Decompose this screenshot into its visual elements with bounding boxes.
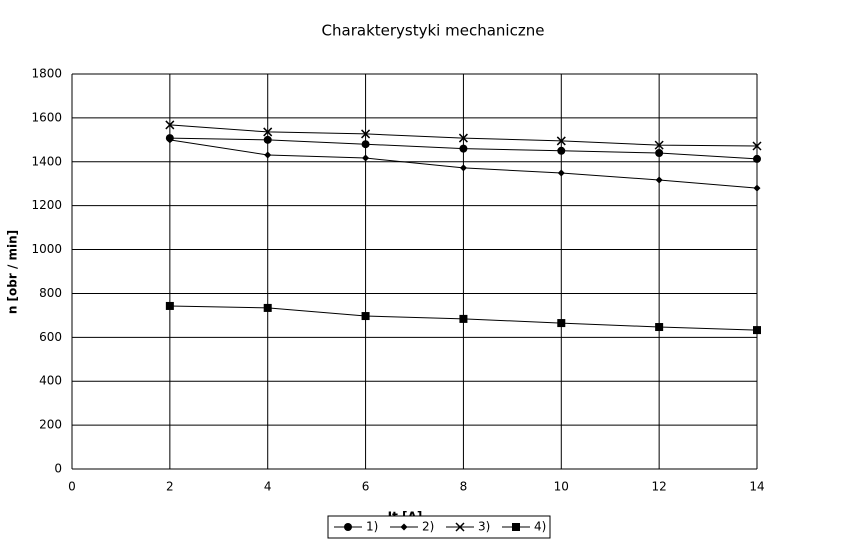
x-tick-label: 6 bbox=[362, 480, 370, 494]
marker bbox=[459, 314, 468, 323]
marker bbox=[557, 319, 566, 328]
marker bbox=[655, 323, 664, 332]
y-axis-label: n [obr / min] bbox=[6, 230, 20, 314]
x-tick-label: 10 bbox=[554, 480, 569, 494]
y-tick-label: 1000 bbox=[31, 242, 62, 256]
marker bbox=[165, 301, 174, 310]
y-tick-label: 800 bbox=[39, 286, 62, 300]
marker bbox=[362, 154, 370, 162]
x-tick-label: 0 bbox=[68, 480, 76, 494]
chart-title: Charakterystyki mechaniczne bbox=[322, 22, 545, 40]
marker bbox=[557, 169, 565, 177]
legend-label: 3) bbox=[478, 520, 490, 534]
y-tick-label: 200 bbox=[39, 418, 62, 432]
marker bbox=[263, 135, 272, 144]
marker bbox=[166, 136, 174, 144]
marker bbox=[459, 144, 468, 153]
x-tick-label: 12 bbox=[652, 480, 667, 494]
legend-label: 2) bbox=[422, 520, 434, 534]
y-tick-label: 1200 bbox=[31, 198, 62, 212]
legend-marker bbox=[455, 522, 465, 532]
marker bbox=[361, 312, 370, 321]
legend-marker bbox=[344, 523, 352, 531]
marker bbox=[165, 120, 175, 130]
marker bbox=[753, 184, 761, 192]
marker bbox=[264, 151, 272, 159]
marker bbox=[753, 154, 761, 163]
y-tick-label: 0 bbox=[54, 462, 62, 476]
y-tick-label: 1400 bbox=[31, 154, 62, 168]
y-tick-label: 600 bbox=[39, 330, 62, 344]
marker bbox=[459, 164, 467, 172]
marker bbox=[654, 140, 664, 150]
x-tick-label: 2 bbox=[166, 480, 174, 494]
marker bbox=[655, 149, 664, 157]
marker bbox=[263, 303, 272, 312]
marker bbox=[557, 146, 566, 155]
y-tick-label: 1800 bbox=[31, 67, 62, 81]
marker bbox=[753, 326, 761, 335]
marker bbox=[752, 141, 762, 151]
legend-label: 4) bbox=[534, 520, 546, 534]
x-tick-label: 4 bbox=[264, 480, 272, 494]
marker bbox=[263, 127, 273, 137]
legend-label: 1) bbox=[366, 520, 378, 534]
marker bbox=[556, 136, 566, 146]
x-tick-label: 8 bbox=[460, 480, 468, 494]
marker bbox=[458, 133, 468, 143]
y-tick-label: 400 bbox=[39, 374, 62, 388]
marker bbox=[361, 129, 371, 139]
marker bbox=[361, 140, 370, 149]
legend: 1) 2) 3) 4) bbox=[327, 515, 551, 539]
legend-marker bbox=[400, 523, 408, 531]
marker bbox=[655, 176, 663, 184]
legend-box bbox=[327, 515, 551, 539]
y-tick-label: 1600 bbox=[31, 110, 62, 124]
x-tick-label: 14 bbox=[749, 480, 764, 494]
legend-marker bbox=[512, 523, 520, 531]
